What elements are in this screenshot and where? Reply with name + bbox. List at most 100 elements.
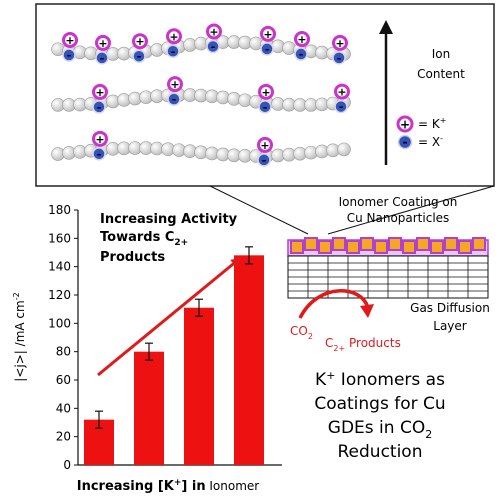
- cation-sign: +: [335, 37, 344, 50]
- x-axis-label: Increasing [K+] in Ionomer: [77, 478, 260, 494]
- y-tick-label: 60: [56, 373, 71, 387]
- y-tick-label: 120: [48, 288, 71, 302]
- anion-icon: [258, 100, 272, 114]
- cation-icon: [260, 25, 276, 42]
- gas-diffusion-grid: [287, 255, 489, 299]
- legend-anion-icon: [397, 134, 413, 150]
- legend-cation-symbol: +: [400, 118, 410, 132]
- cu-nanoparticle: [304, 237, 318, 251]
- ion-axis-label-1: Ion: [432, 47, 451, 61]
- ion-pair: +-: [166, 28, 182, 59]
- ion-pair: +-: [332, 34, 348, 65]
- anion-sign: -: [337, 52, 342, 65]
- cation-icon: [92, 130, 108, 147]
- cation-icon: [334, 83, 350, 100]
- cu-nanoparticle: [430, 240, 444, 254]
- cu-nanoparticle: [402, 240, 416, 254]
- gdl-label-2: Layer: [433, 319, 467, 333]
- ion-pair: +-: [92, 83, 108, 114]
- anion-sign: -: [171, 45, 176, 58]
- annotation-line-2: Towards C2+: [100, 230, 188, 248]
- ion-pair: +-: [95, 34, 111, 65]
- annotation-line-3: Products: [100, 250, 165, 265]
- cu-nanoparticle: [346, 240, 360, 254]
- legend-anion: - = X-: [397, 134, 443, 150]
- ion-content-arrowhead: [379, 20, 393, 34]
- cu-nanoparticle: [388, 237, 402, 251]
- y-tick-label: 100: [48, 316, 71, 330]
- y-tick-label: 40: [56, 401, 71, 415]
- anion-sign: -: [263, 101, 268, 114]
- anion-icon: [92, 100, 106, 114]
- ionomer-coating-layer: [287, 237, 489, 257]
- headline-line-4: Reduction: [338, 442, 423, 462]
- anion-sign: -: [339, 101, 344, 114]
- cation-icon: [92, 83, 108, 100]
- headline-line-2: Coatings for Cu: [314, 394, 445, 414]
- anion-icon: [206, 39, 220, 54]
- anion-sign: -: [299, 48, 304, 61]
- anion-sign: -: [211, 40, 216, 53]
- co2-conversion-arrowhead: [360, 304, 374, 318]
- anion-sign: -: [97, 148, 102, 161]
- anion-icon: [166, 44, 180, 59]
- anion-sign: -: [172, 93, 177, 106]
- anion-icon: [260, 42, 274, 56]
- cation-icon: [62, 32, 78, 49]
- cation-icon: [206, 23, 222, 40]
- bar: [134, 351, 164, 465]
- ion-pair: +-: [257, 136, 273, 167]
- anion-sign: -: [100, 52, 105, 65]
- y-tick-label: 0: [63, 458, 71, 472]
- ion-pair: +-: [92, 130, 108, 161]
- headline-line-3: GDEs in CO2: [328, 418, 432, 441]
- y-tick-label: 20: [56, 430, 71, 444]
- cu-nanoparticle: [318, 240, 332, 254]
- y-tick-label: 80: [56, 345, 71, 359]
- cu-nanoparticle: [290, 240, 304, 254]
- ion-pair: +-: [334, 83, 350, 114]
- cu-nanoparticle: [444, 237, 458, 251]
- ion-pair: +-: [206, 23, 222, 54]
- ion-markers: +-+-+-+-+-+-+-+-+-+-+-+-+-+-: [62, 23, 350, 167]
- anion-sign: -: [265, 43, 270, 56]
- chain-bead: [337, 142, 351, 157]
- cation-icon: [95, 34, 111, 51]
- anion-icon: [332, 51, 346, 65]
- cation-sign: +: [98, 37, 107, 50]
- c2-products-label: C2+ Products: [325, 336, 401, 353]
- anion-sign: -: [262, 154, 267, 167]
- anion-icon: [334, 99, 348, 114]
- co2-label: CO2: [290, 324, 313, 341]
- headline: K+ Ionomers as Coatings for Cu GDEs in C…: [314, 369, 445, 462]
- cation-icon: [166, 28, 182, 45]
- trend-arrow: [97, 257, 242, 377]
- legend-cation-icon: [396, 115, 414, 133]
- annotation-line-1: Increasing Activity: [100, 212, 238, 227]
- callout-line-left: [209, 185, 309, 235]
- cu-nanoparticle: [472, 237, 486, 251]
- coating-label-1: Ionomer Coating on: [339, 195, 458, 209]
- cu-nanoparticle: [416, 237, 430, 251]
- cation-sign: +: [95, 86, 104, 99]
- legend-anion-label: = X-: [418, 134, 443, 149]
- bars: [84, 246, 264, 465]
- legend-cation-label: = K+: [418, 116, 446, 131]
- cation-sign: +: [170, 78, 179, 91]
- cation-icon: [332, 34, 348, 51]
- cation-icon: [167, 76, 183, 93]
- anion-icon: [92, 147, 106, 161]
- headline-line-1: K+ Ionomers as: [315, 369, 445, 390]
- callout-line-right: [327, 185, 495, 235]
- y-ticks: 0 20 40 60 80 100 120 140 160 180: [48, 203, 78, 472]
- anion-icon: [257, 153, 271, 167]
- cation-icon: [257, 136, 273, 153]
- y-tick-label: 160: [48, 231, 71, 245]
- cation-icon: [294, 31, 310, 48]
- ion-pair: +-: [132, 33, 148, 63]
- anion-icon: [167, 92, 181, 106]
- ion-pair: +-: [62, 32, 78, 62]
- co2-conversion-arrow: [298, 289, 370, 319]
